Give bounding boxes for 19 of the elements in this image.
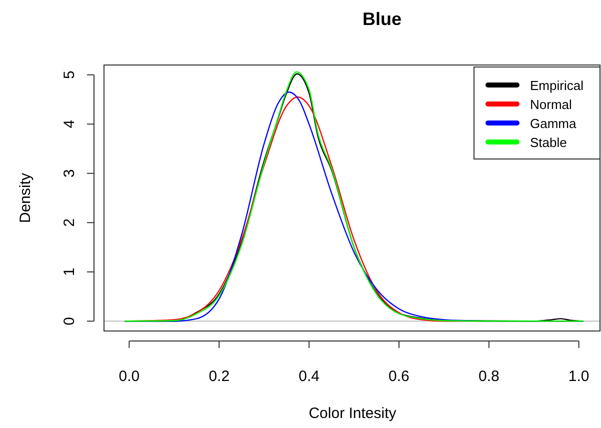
x-axis-title: Color Intesity	[308, 405, 397, 422]
x-tick-label: 0.0	[118, 368, 140, 385]
chart-title: Blue	[362, 9, 402, 29]
x-tick-label: 0.6	[388, 368, 410, 385]
y-tick-label: 5	[61, 70, 78, 80]
legend-label: Empirical	[530, 78, 584, 93]
y-tick-label: 4	[61, 120, 78, 128]
y-tick-label: 1	[61, 268, 78, 276]
x-tick-label: 0.4	[298, 368, 320, 385]
legend-label: Normal	[530, 97, 572, 112]
y-tick-label: 3	[61, 169, 78, 178]
y-tick-label: 2	[61, 218, 78, 227]
legend-label: Stable	[530, 135, 567, 150]
x-tick-label: 0.2	[208, 368, 230, 385]
legend-label: Gamma	[530, 116, 577, 131]
x-tick-label: 1.0	[568, 368, 590, 385]
y-axis-title: Density	[17, 172, 34, 224]
y-tick-label: 0	[61, 316, 78, 326]
x-tick-label: 0.8	[478, 368, 500, 385]
